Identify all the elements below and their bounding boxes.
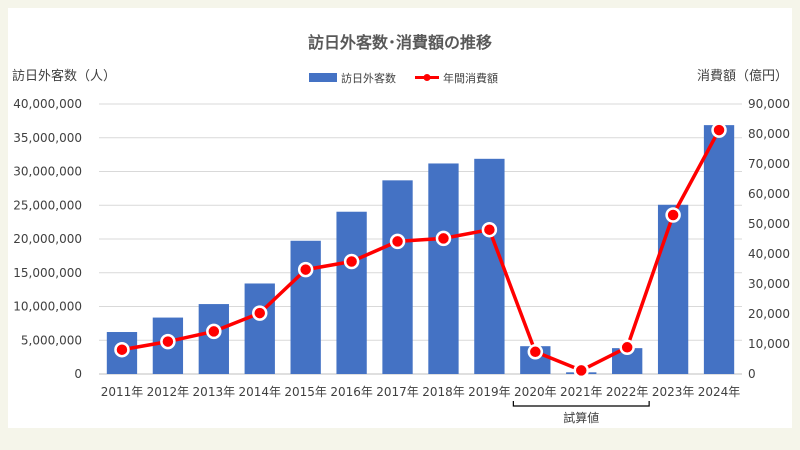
y-right-axis-title: 消費額（億円）: [697, 68, 788, 84]
y-right-tick-label: 60,000: [748, 187, 790, 201]
spending-point: [160, 333, 176, 350]
y-left-tick-label: 5,000,000: [21, 333, 82, 347]
bar-visitors: [428, 163, 459, 374]
bar-visitors: [382, 180, 413, 374]
y-left-tick-label: 40,000,000: [13, 97, 82, 111]
legend-swatch-spending: [415, 74, 439, 81]
bar-visitors: [244, 283, 275, 374]
x-tick-label: 2024年: [698, 385, 741, 399]
spending-line: [114, 122, 727, 379]
spending-point: [206, 323, 222, 340]
y-left-axis-title: 訪日外客数（人）: [12, 68, 116, 84]
spending-point: [114, 341, 130, 358]
y-left-tick-label: 15,000,000: [13, 266, 82, 280]
bar-visitors: [657, 204, 689, 374]
x-tick-label: 2016年: [330, 385, 373, 399]
y-right-tick-label: 50,000: [748, 217, 790, 231]
x-tick-label: 2015年: [284, 385, 327, 399]
x-tick-label: 2012年: [147, 385, 190, 399]
estimate-bracket: 試算値: [512, 401, 650, 425]
y-right-tick-label: 80,000: [748, 127, 790, 141]
spending-point: [665, 207, 681, 223]
y-right-tick-label: 10,000: [748, 337, 790, 351]
spending-point: [389, 233, 406, 250]
y-right-tick-label: 0: [748, 367, 756, 381]
x-tick-label: 2017年: [376, 385, 419, 399]
spending-point: [619, 339, 635, 356]
y-right-tick-label: 40,000: [748, 247, 790, 261]
legend-label-spending: 年間消費額: [443, 71, 498, 85]
spending-point: [573, 362, 589, 379]
x-tick-label: 2021年: [560, 385, 603, 399]
y-left-tick-label: 20,000,000: [13, 232, 82, 246]
estimate-bracket-line: [512, 401, 650, 407]
bar-visitors: [703, 125, 735, 374]
y-right-tick-label: 20,000: [748, 307, 790, 321]
legend: 訪日外客数 年間消費額: [309, 71, 498, 85]
bar-visitors: [336, 211, 367, 374]
x-tick-label: 2020年: [514, 385, 557, 399]
y-left-tick-label: 25,000,000: [13, 198, 82, 212]
x-tick-label: 2018年: [422, 385, 465, 399]
visitor-bars: [106, 125, 735, 374]
y-left-tick-label: 35,000,000: [13, 131, 82, 145]
chart-svg: 訪日外客数･消費額の推移 訪日外客数（人） 消費額（億円） 訪日外客数 年間消費…: [12, 33, 790, 425]
chart-title: 訪日外客数･消費額の推移: [308, 33, 492, 52]
legend-label-visitors: 訪日外客数: [341, 71, 396, 85]
x-tick-label: 2014年: [238, 385, 281, 399]
x-tick-label: 2023年: [652, 385, 695, 399]
x-tick-label: 2022年: [606, 385, 649, 399]
y-right-tick-label: 90,000: [748, 97, 790, 111]
bar-visitors: [474, 158, 505, 374]
x-tick-label: 2013年: [193, 385, 236, 399]
estimate-bracket-label: 試算値: [563, 410, 599, 425]
spending-point: [527, 344, 544, 360]
spending-point: [252, 305, 268, 321]
chart-card: 訪日外客数･消費額の推移 訪日外客数（人） 消費額（億円） 訪日外客数 年間消費…: [8, 8, 792, 428]
x-axis-ticks: 2011年 2012年 2013年 2014年 2015年 2016年 2017年 2018年…: [101, 385, 741, 399]
legend-swatch-visitors: [309, 73, 337, 82]
bar-visitors: [290, 240, 321, 374]
y-right-ticks: 0 10,000 20,000 30,000 40,000 50,000 60,000 70,…: [748, 97, 790, 381]
spending-point: [711, 122, 727, 138]
y-left-tick-label: 10,000,000: [13, 300, 82, 314]
spending-point: [297, 261, 314, 278]
y-left-tick-label: 30,000,000: [13, 165, 82, 179]
spending-point: [343, 253, 360, 270]
y-right-tick-label: 70,000: [748, 157, 790, 171]
spending-point: [481, 221, 498, 238]
y-left-tick-label: 0: [74, 367, 82, 381]
y-right-tick-label: 30,000: [748, 277, 790, 291]
spending-point: [435, 230, 452, 247]
y-left-ticks: 0 5,000,000 10,000,000 15,000,000 20,000,000…: [13, 97, 82, 381]
spending-line-path: [121, 129, 721, 373]
x-tick-label: 2011年: [101, 385, 144, 399]
x-tick-label: 2019年: [468, 385, 511, 399]
